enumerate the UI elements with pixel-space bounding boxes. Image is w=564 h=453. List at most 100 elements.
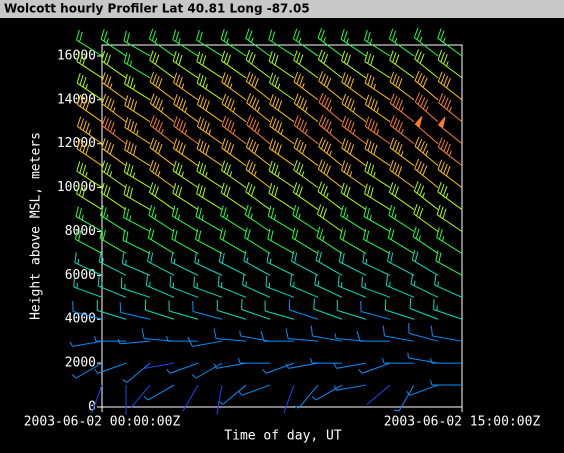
wind-barb — [196, 72, 223, 101]
wind-barb — [437, 71, 463, 101]
wind-barb — [356, 331, 390, 342]
wind-barb — [264, 300, 295, 320]
wind-barb — [434, 274, 463, 298]
wind-barb — [195, 229, 223, 254]
wind-barb — [76, 29, 103, 57]
wind-barb — [310, 325, 343, 342]
wind-barb — [122, 229, 151, 254]
wind-barb — [74, 252, 103, 276]
wind-barb — [364, 51, 391, 79]
wind-barb — [196, 138, 223, 167]
wind-barb — [100, 50, 127, 79]
wind-barb — [437, 116, 463, 145]
wind-barb — [310, 357, 342, 364]
wind-barb — [143, 384, 175, 401]
wind-barb — [316, 226, 343, 254]
wind-barb — [172, 183, 199, 210]
wind-barb — [173, 116, 199, 145]
wind-barb — [119, 302, 151, 320]
wind-barb — [123, 52, 151, 79]
wind-barb — [192, 301, 223, 320]
wind-barb — [220, 50, 247, 79]
wind-barb — [339, 228, 367, 254]
wind-barb — [148, 28, 175, 57]
wind-barb — [438, 93, 463, 123]
wind-barb — [149, 93, 175, 123]
wind-barb — [314, 274, 343, 298]
wind-barb — [409, 298, 439, 320]
wind-barb — [436, 227, 463, 254]
wind-barb — [285, 362, 319, 369]
wind-barb — [117, 338, 151, 345]
wind-barb — [172, 29, 199, 57]
wind-barb — [182, 384, 199, 412]
wind-barb — [364, 138, 391, 167]
wind-barb — [123, 207, 151, 232]
wind-barb — [315, 250, 343, 276]
wind-barb — [388, 182, 415, 210]
wind-barb — [166, 336, 198, 342]
wind-barb — [317, 181, 343, 210]
wind-barb — [340, 205, 367, 232]
wind-barb — [388, 28, 415, 57]
wind-barb — [73, 276, 103, 298]
wind-barb — [187, 336, 223, 347]
wind-barb — [414, 158, 439, 188]
wind-barb — [288, 299, 319, 320]
wind-barb — [293, 384, 319, 409]
wind-barb — [317, 49, 343, 79]
window-title: Wolcott hourly Profiler Lat 40.81 Long -… — [4, 2, 310, 16]
wind-barb — [292, 182, 319, 210]
wind-barb — [334, 333, 367, 342]
wind-barb — [72, 301, 103, 320]
wind-barb — [389, 159, 415, 189]
wind-barb — [122, 362, 151, 383]
wind-barb — [246, 114, 271, 145]
wind-barb — [333, 362, 367, 369]
wind-barb — [260, 331, 294, 342]
wind-barb — [293, 159, 319, 189]
wind-barb — [76, 51, 103, 79]
wind-barb — [149, 137, 175, 167]
wind-barb — [269, 94, 295, 123]
y-tick-label: 6000 — [65, 268, 96, 283]
wind-barb — [268, 183, 295, 210]
title-bar-bg — [0, 0, 564, 18]
wind-barb — [430, 357, 462, 364]
wind-barb — [318, 71, 343, 101]
wind-barb — [245, 49, 271, 79]
wind-barb — [193, 276, 223, 298]
wind-barb — [291, 227, 319, 254]
wind-barb — [100, 205, 127, 232]
wind-barb — [100, 182, 127, 210]
wind-barb — [195, 206, 223, 232]
wind-barb — [171, 228, 199, 254]
wind-barb — [245, 137, 271, 167]
wind-barb — [387, 227, 415, 254]
wind-barb — [268, 72, 295, 101]
wind-barb — [101, 72, 127, 101]
wind-barb — [316, 204, 343, 232]
wind-barb — [268, 138, 295, 167]
wind-barb — [341, 72, 367, 101]
wind-barb — [124, 117, 151, 145]
wind-barb — [196, 94, 223, 123]
wind-barb — [75, 229, 103, 254]
wind-barb — [141, 328, 175, 342]
wind-barb — [120, 277, 151, 298]
wind-barb — [389, 71, 415, 101]
wind-barb — [218, 251, 247, 276]
wind-barb — [437, 28, 463, 57]
wind-barb — [267, 228, 295, 254]
wind-barb — [413, 181, 439, 210]
wind-barb — [317, 159, 343, 189]
wind-barb — [382, 325, 415, 342]
wind-barb — [76, 72, 103, 101]
y-axis-label: Height above MSL, meters — [29, 132, 44, 320]
wind-barb — [318, 136, 343, 167]
wind-barb — [245, 181, 271, 210]
y-tick-label: 16000 — [57, 48, 96, 63]
wind-barb — [221, 72, 247, 101]
wind-barb — [196, 161, 223, 189]
